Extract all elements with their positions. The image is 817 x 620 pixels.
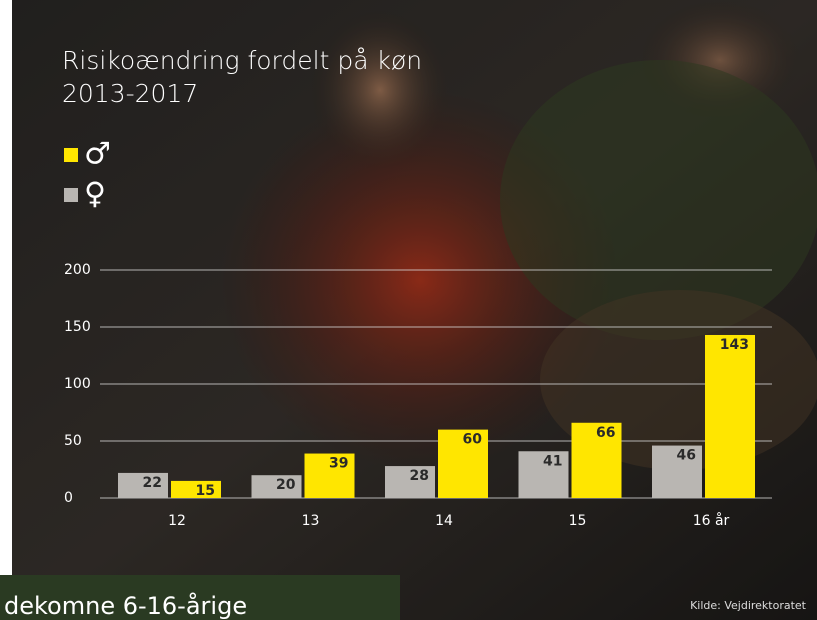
- y-tick-label: 0: [64, 490, 73, 506]
- y-tick-label: 150: [64, 319, 91, 335]
- value-label: 28: [410, 468, 429, 484]
- value-label: 60: [463, 432, 483, 448]
- value-label: 39: [329, 456, 348, 472]
- value-label: 46: [677, 448, 696, 464]
- x-tick-label: 15: [569, 513, 587, 529]
- value-label: 41: [543, 453, 562, 469]
- chart: dekomne 6-16-årige Risikoændring fordelt…: [0, 0, 817, 620]
- value-label: 22: [143, 475, 162, 491]
- y-tick-label: 200: [64, 262, 91, 278]
- value-label: 20: [276, 477, 296, 493]
- y-tick-label: 100: [64, 376, 91, 392]
- caption-photo: dekomne 6-16-årige: [0, 575, 400, 620]
- source: Kilde: Vejdirektoratet: [690, 599, 807, 612]
- chart-subtitle: 2013-2017: [62, 79, 198, 108]
- legend-swatch: [64, 148, 78, 162]
- x-tick-label: 14: [435, 513, 453, 529]
- caption: dekomne 6-16-årige: [4, 591, 247, 620]
- value-label: 66: [596, 425, 615, 441]
- chart-title: Risikoændring fordelt på køn: [62, 46, 422, 75]
- x-tick-label: 16 år: [693, 512, 730, 529]
- x-tick-label: 12: [168, 513, 186, 529]
- value-label: 15: [196, 483, 215, 499]
- x-tick-label: 13: [302, 513, 320, 529]
- y-tick-label: 50: [64, 433, 82, 449]
- legend-swatch: [64, 188, 78, 202]
- bar: [705, 335, 755, 498]
- legend-label: ♂: [84, 137, 111, 172]
- legend-label: ♀: [84, 177, 106, 212]
- value-label: 143: [720, 337, 749, 353]
